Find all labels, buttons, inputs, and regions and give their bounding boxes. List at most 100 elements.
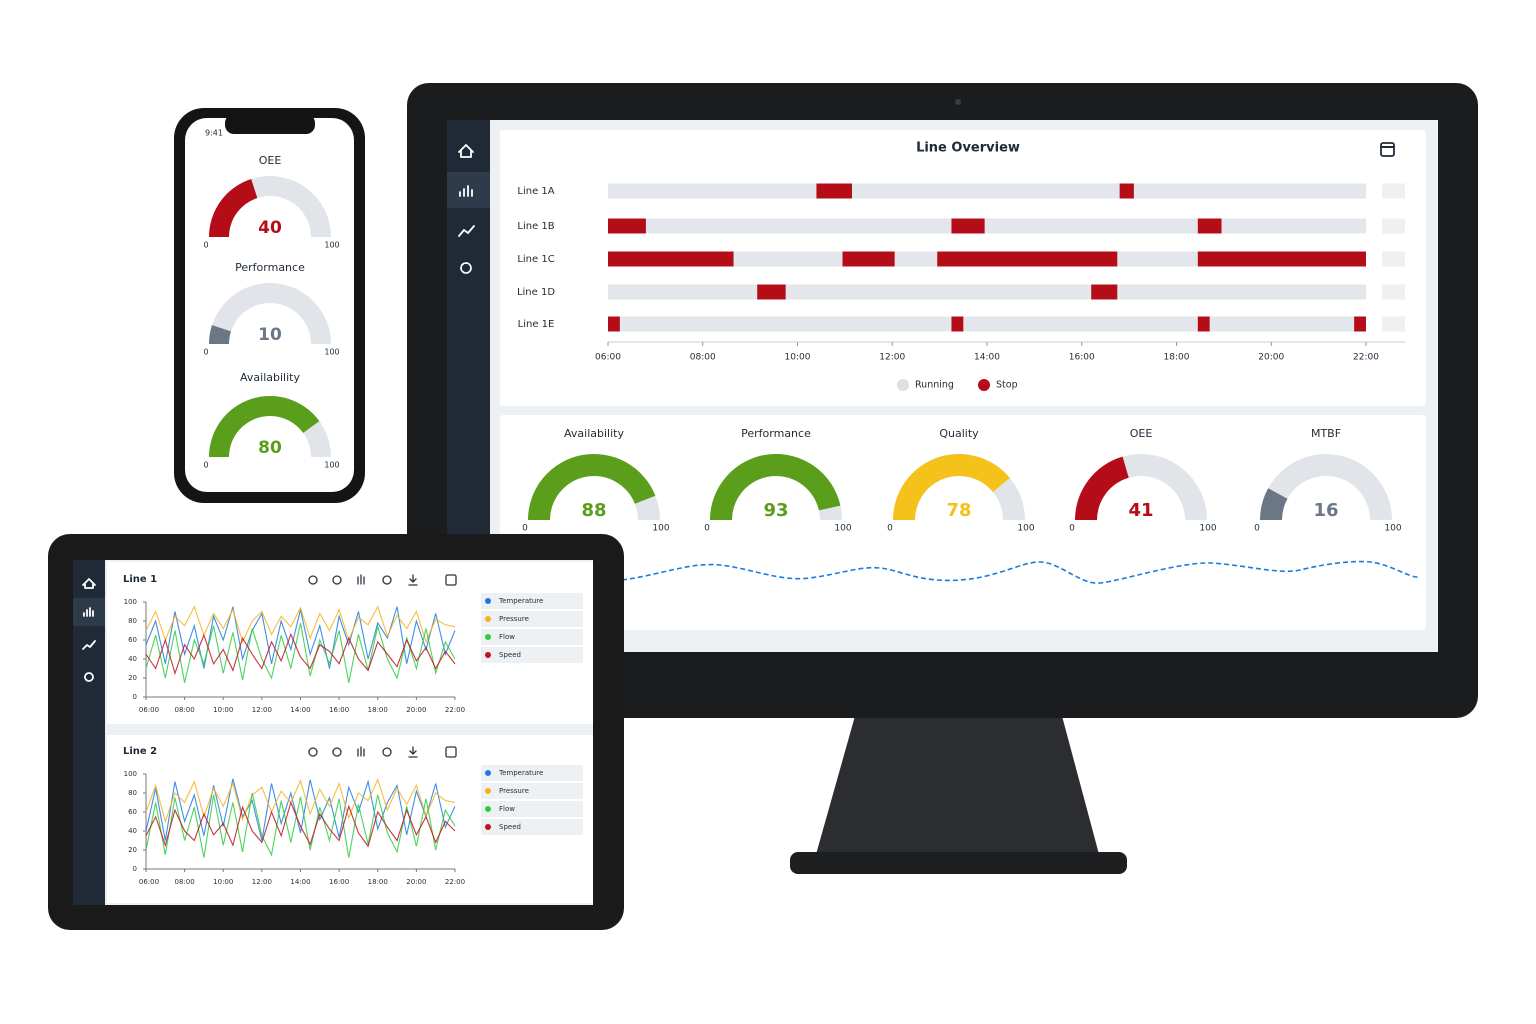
legend-label: Speed xyxy=(499,823,521,831)
x-tick-label: 20:00 xyxy=(406,706,426,714)
gauge-max: 100 xyxy=(1384,524,1401,534)
kpi-gauges: Availability 88 0 100 Performance 93 0 100 Quali… xyxy=(522,427,1402,534)
x-tick-label: 12:00 xyxy=(879,353,905,363)
series-line xyxy=(145,632,456,676)
gauge-max: 100 xyxy=(324,348,339,357)
legend-label: Temperature xyxy=(498,597,543,605)
gauge-min: 0 xyxy=(203,348,208,357)
row-label: Line 1C xyxy=(517,254,554,265)
x-tick-label: 20:00 xyxy=(406,878,426,886)
series-line xyxy=(145,778,456,824)
x-tick-label: 06:00 xyxy=(139,706,159,714)
download-button[interactable] xyxy=(408,746,418,758)
home-icon[interactable] xyxy=(82,578,96,589)
chart-title: Line 1 xyxy=(123,574,157,585)
gauge-min: 0 xyxy=(1069,524,1075,534)
chart-icon[interactable] xyxy=(83,607,94,617)
gauge-min: 0 xyxy=(1254,524,1260,534)
x-tick-label: 14:00 xyxy=(290,878,310,886)
gauge-value: 41 xyxy=(1128,500,1153,521)
stop-bar xyxy=(937,251,1118,267)
trend-icon[interactable] xyxy=(458,225,475,237)
x-tick-label: 18:00 xyxy=(368,706,388,714)
gauge-arc xyxy=(1260,488,1288,520)
gauge-arc xyxy=(209,395,320,457)
y-tick-label: 60 xyxy=(128,808,137,816)
settings-icon[interactable] xyxy=(84,672,94,682)
zoom-in-button[interactable] xyxy=(308,575,318,585)
stop-bar xyxy=(816,183,852,199)
calendar-icon[interactable] xyxy=(445,746,457,758)
gauge-max: 100 xyxy=(324,461,339,470)
gauge-title: Availability xyxy=(240,371,300,384)
running-tail xyxy=(1382,183,1405,199)
x-tick-label: 16:00 xyxy=(329,878,349,886)
gauge-arc xyxy=(893,454,1010,520)
running-bar xyxy=(608,284,1366,300)
y-tick-label: 100 xyxy=(124,598,137,606)
running-tail xyxy=(1382,316,1405,332)
home-icon[interactable] xyxy=(458,144,474,158)
calendar-icon[interactable] xyxy=(1380,142,1395,157)
legend-row[interactable] xyxy=(481,593,583,609)
legend-swatch xyxy=(485,770,491,776)
monitor-base xyxy=(790,852,1127,874)
stop-bar xyxy=(1197,251,1366,267)
pan-button[interactable] xyxy=(357,574,365,585)
webcam xyxy=(955,99,961,105)
gauge-value: 93 xyxy=(763,500,788,521)
legend-label: Speed xyxy=(499,651,521,659)
y-tick-label: 100 xyxy=(124,770,137,778)
reset-button[interactable] xyxy=(382,575,392,585)
stop-bar xyxy=(1354,316,1366,332)
legend-row[interactable] xyxy=(481,819,583,835)
chart-icon[interactable] xyxy=(459,185,473,197)
settings-icon[interactable] xyxy=(460,262,472,274)
legend-row[interactable] xyxy=(481,765,583,781)
tablet: Line 1 0 20 40 60 80 100 06:00 08:00 10:00 12:00 14… xyxy=(48,534,624,930)
timeline: Line 1A Line 1B Line 1C Line 1D Line 1E 06:00… xyxy=(517,183,1405,391)
y-tick-label: 0 xyxy=(133,693,137,701)
calendar-icon[interactable] xyxy=(445,574,457,586)
gauge-title: Quality xyxy=(939,427,979,440)
gauge-title: Performance xyxy=(235,261,305,274)
trend-icon[interactable] xyxy=(82,640,96,650)
legend-row[interactable] xyxy=(481,647,583,663)
download-icon xyxy=(408,746,418,758)
y-tick-label: 80 xyxy=(128,617,137,625)
stop-bar xyxy=(608,218,646,234)
legend-row[interactable] xyxy=(481,783,583,799)
row-label: Line 1D xyxy=(517,287,555,298)
x-tick-label: 16:00 xyxy=(1069,353,1095,363)
pan-icon xyxy=(357,746,365,757)
row-label: Line 1E xyxy=(518,319,555,330)
x-tick-label: 22:00 xyxy=(1353,353,1379,363)
legend-row[interactable] xyxy=(481,611,583,627)
legend-row[interactable] xyxy=(481,629,583,645)
phone-screen xyxy=(185,118,354,492)
gauge-min: 0 xyxy=(203,461,208,470)
series-line xyxy=(145,800,456,848)
chart-title: Line 2 xyxy=(123,746,157,757)
stop-bar xyxy=(757,284,786,300)
gauge-track xyxy=(1260,454,1392,520)
running-tail xyxy=(1382,251,1405,267)
gauge-max: 100 xyxy=(834,524,851,534)
pan-button[interactable] xyxy=(357,746,365,757)
reset-button[interactable] xyxy=(382,747,392,757)
gauge-min: 0 xyxy=(522,524,528,534)
gauge-value: 10 xyxy=(258,325,282,345)
zoom-out-button[interactable] xyxy=(332,747,342,757)
legend-row[interactable] xyxy=(481,801,583,817)
gauge-arc xyxy=(528,454,656,520)
zoom-out-button[interactable] xyxy=(332,575,342,585)
legend-label: Pressure xyxy=(499,615,529,623)
zoom-in-button[interactable] xyxy=(308,747,318,757)
series-line xyxy=(145,605,456,644)
download-button[interactable] xyxy=(408,574,418,586)
stop-bar xyxy=(1197,218,1222,234)
x-tick-label: 20:00 xyxy=(1258,353,1284,363)
legend-label: Running xyxy=(915,380,954,391)
